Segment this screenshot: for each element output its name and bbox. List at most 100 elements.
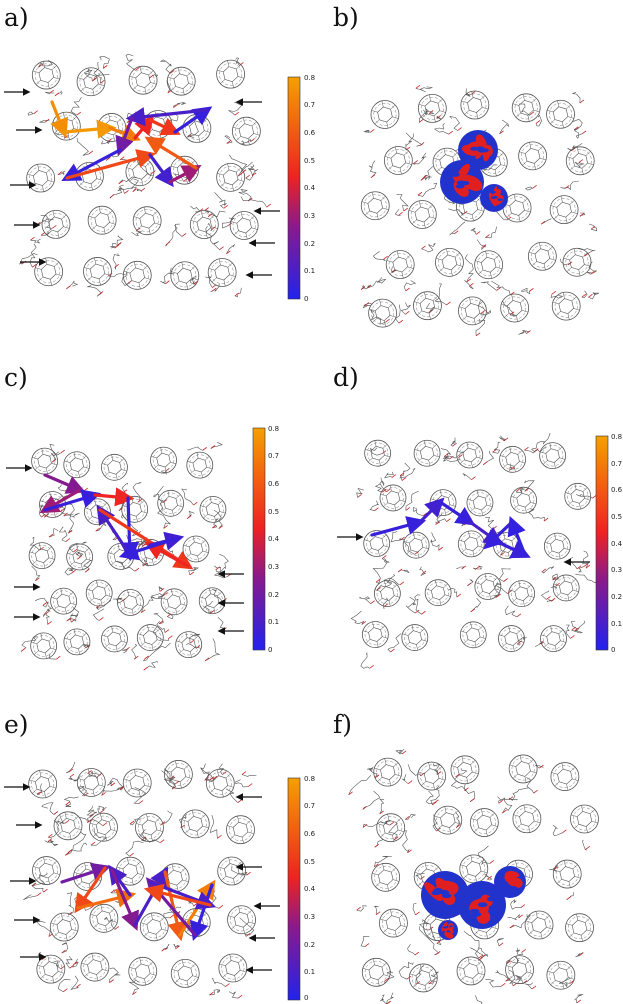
oxygen-bond [562, 829, 567, 834]
fullerene-bond [460, 459, 465, 464]
side-chain [516, 975, 523, 984]
fullerene-bond [164, 606, 170, 611]
fullerene-shell [192, 213, 216, 236]
fullerene-shell [511, 757, 535, 781]
fullerene-cage [474, 250, 504, 280]
fullerene-bond [110, 829, 117, 832]
oxygen-bond [583, 563, 588, 568]
fullerene-shell [410, 203, 434, 226]
fullerene-bond [203, 924, 210, 927]
fullerene [101, 453, 128, 481]
fullerene-bond [32, 457, 38, 460]
fullerene-bond [177, 67, 180, 74]
fullerene-ring [467, 97, 483, 113]
side-chain [214, 192, 227, 209]
fullerene [150, 446, 177, 474]
fullerene-bond [145, 162, 151, 167]
fullerene-bond [187, 461, 194, 464]
fullerene-shell [119, 591, 142, 614]
fullerene-bond [424, 985, 427, 992]
side-chain [210, 442, 223, 449]
fullerene-cage [460, 90, 490, 120]
fullerene-bond [574, 876, 581, 879]
fullerene-bond [384, 580, 387, 587]
fullerene-bond [444, 509, 447, 516]
fullerene-bond [494, 169, 497, 176]
fullerene-bond [135, 593, 141, 598]
fullerene-bond [391, 867, 397, 873]
fullerene-shell [376, 760, 400, 784]
fullerene-bond [419, 964, 422, 971]
fullerene-ring [368, 964, 384, 981]
fullerene [518, 141, 548, 171]
fullerene-bond [142, 265, 148, 271]
side-chain [131, 643, 138, 660]
fullerene-bond [540, 932, 543, 939]
oxygen-bond [555, 582, 560, 587]
oxygen-bond [405, 816, 410, 820]
fullerene-ring [463, 963, 479, 979]
side-chain [395, 304, 401, 324]
fullerene-bond [522, 198, 528, 203]
side-chain [450, 781, 467, 791]
fullerene-bond [439, 110, 446, 113]
molecular-panel [350, 432, 600, 669]
fullerene-ring [222, 169, 239, 186]
fullerene-shell [53, 590, 75, 612]
fullerene [216, 162, 246, 192]
fullerene-bond [218, 866, 225, 869]
fullerene-cage [540, 625, 567, 653]
fullerene-cage [424, 579, 452, 607]
fullerene-bond [513, 194, 516, 201]
fullerene-bond [538, 146, 544, 151]
fullerene-bond [211, 226, 218, 229]
fullerene-shell [364, 960, 388, 984]
side-chain [160, 810, 173, 825]
fullerene [562, 247, 592, 277]
fullerene-cage [368, 298, 398, 328]
fullerene-bond [144, 87, 147, 94]
side-chain [125, 53, 136, 71]
fullerene-bond [372, 958, 375, 965]
fullerene-bond [494, 588, 501, 591]
fullerene [417, 761, 447, 791]
fullerene [413, 439, 441, 467]
fullerene-bond [386, 260, 393, 263]
fullerene-bond [519, 151, 526, 154]
fullerene-bond [192, 277, 199, 281]
oxygen-bond [421, 570, 427, 575]
fullerene-ring [374, 305, 391, 321]
fullerene-bond [476, 961, 482, 966]
fullerene-ring [87, 959, 103, 975]
fullerene [89, 903, 119, 933]
oxygen-bond [475, 332, 481, 337]
fullerene-ring [222, 66, 239, 83]
fullerene-bond [511, 294, 514, 301]
fullerene-bond [519, 755, 522, 762]
fullerene-bond [452, 152, 458, 158]
fullerene-bond [484, 573, 487, 580]
side-chain [356, 487, 364, 498]
fullerene-bond [69, 917, 75, 922]
colorbar-tick: 0.8 [304, 74, 315, 82]
fullerene-bond [70, 602, 77, 606]
fullerene-cage [63, 628, 91, 656]
oxygen-bond [483, 461, 488, 466]
fullerene-ring [38, 862, 55, 879]
side-chain [379, 477, 387, 493]
fullerene-bond [384, 758, 387, 765]
fullerene-bond [430, 979, 437, 983]
fullerene-bond [73, 629, 76, 635]
fullerene-shell [363, 194, 387, 218]
oxygen-bond [391, 474, 397, 478]
oxygen-bond [125, 646, 130, 651]
fullerene-bond [176, 640, 182, 643]
fullerene-bond [159, 131, 162, 139]
fullerene [457, 530, 485, 558]
fullerene-bond [561, 762, 564, 770]
side-chain [395, 748, 405, 755]
fullerene-bond [579, 503, 581, 510]
fullerene-cage [207, 258, 237, 287]
fullerene-bond [237, 861, 243, 866]
fullerene-bond [132, 85, 138, 90]
